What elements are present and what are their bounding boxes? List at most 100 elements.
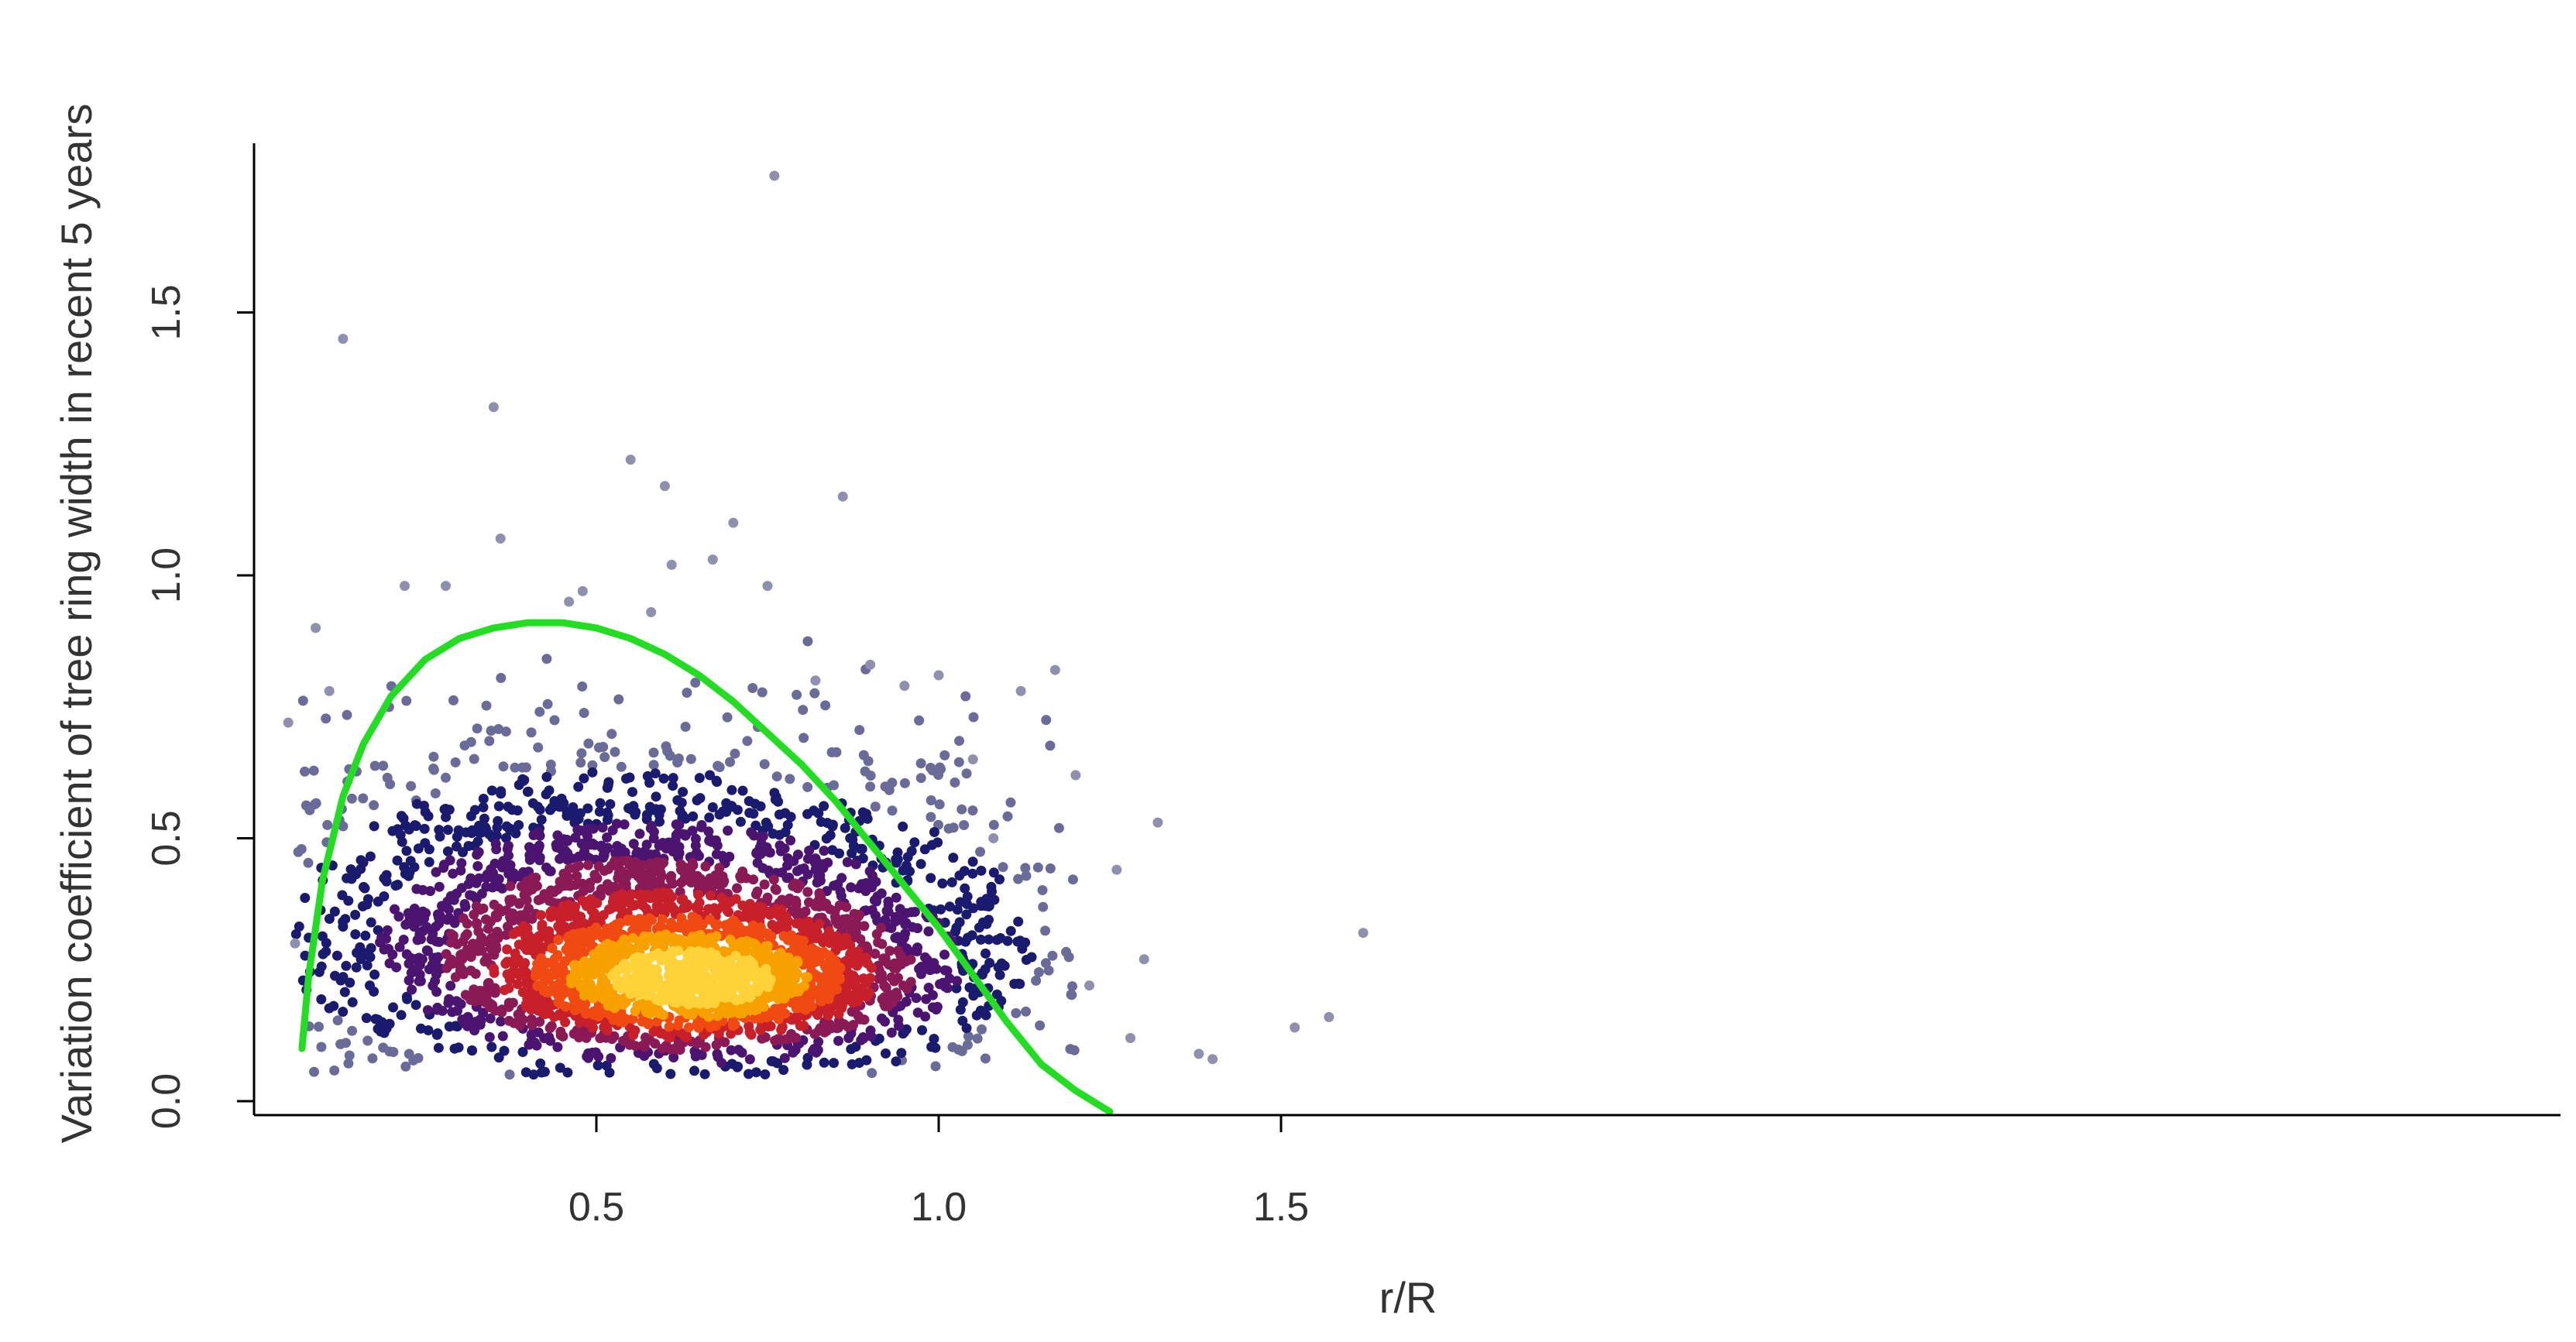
scatter-point (582, 803, 593, 814)
scatter-point (489, 983, 500, 994)
scatter-point (766, 1055, 777, 1066)
scatter-point (361, 1013, 372, 1024)
scatter-point (579, 708, 589, 719)
x-tick-label: 1.0 (911, 1185, 967, 1230)
scatter-point (369, 970, 380, 980)
scatter-point (499, 1045, 510, 1056)
scatter-point (967, 805, 978, 816)
scatter-point (428, 764, 439, 775)
scatter-point (505, 880, 516, 891)
scatter-point (654, 816, 665, 827)
scatter-point (810, 901, 821, 911)
scatter-point (579, 773, 589, 784)
scatter-point (834, 848, 844, 859)
scatter-point (562, 1067, 573, 1078)
scatter-point (819, 801, 829, 812)
scatter-point (865, 1025, 876, 1036)
scatter-point (533, 742, 544, 753)
scatter-point (365, 980, 375, 991)
scatter-point (410, 1000, 421, 1011)
scatter-point (401, 695, 412, 706)
scatter-point (967, 868, 978, 879)
scatter-point (1005, 797, 1016, 808)
scatter-point (448, 894, 459, 905)
scatter-point (994, 970, 1005, 980)
scatter-point (458, 847, 468, 857)
scatter-point (526, 727, 537, 738)
scatter-point (947, 1042, 958, 1052)
scatter-point (934, 799, 945, 810)
scatter-point (404, 975, 414, 986)
scatter-point (434, 831, 445, 842)
scatter-point (341, 960, 352, 971)
scatter-point (513, 780, 524, 791)
scatter-point (647, 876, 658, 887)
scatter-point (316, 994, 327, 1004)
scatter-point (616, 761, 627, 772)
scatter-point (759, 879, 770, 890)
scatter-point (1013, 874, 1024, 884)
scatter-point (802, 636, 813, 647)
scatter-point (393, 880, 403, 890)
scatter-point (422, 946, 433, 956)
scatter-point (576, 748, 587, 759)
scatter-point (820, 700, 831, 711)
scatter-point (991, 989, 1002, 1000)
scatter-point (773, 796, 784, 807)
scatter-point (527, 914, 538, 924)
scatter-point (939, 949, 950, 960)
scatter-point (498, 761, 509, 772)
scatter-point (462, 1011, 473, 1022)
scatter-point (912, 1007, 923, 1018)
scatter-point (1021, 955, 1032, 965)
scatter-point (381, 876, 392, 887)
scatter-point (1053, 822, 1064, 833)
scatter-point (588, 823, 599, 834)
scatter-point (350, 909, 361, 920)
scatter-point (902, 852, 913, 863)
scatter-point (387, 949, 398, 960)
scatter-point (895, 904, 905, 915)
scatter-point (350, 929, 361, 939)
scatter-point (939, 965, 950, 976)
scatter-point (304, 805, 315, 815)
scatter-point (813, 808, 824, 819)
scatter-point (760, 1032, 771, 1042)
scatter-point (513, 898, 524, 909)
scatter-point (601, 1060, 612, 1071)
scatter-point (915, 859, 926, 870)
scatter-point (338, 821, 349, 832)
scatter-point (522, 787, 533, 797)
scatter-point-outlier (810, 675, 821, 686)
scatter-point (432, 1028, 443, 1038)
scatter-point (833, 1035, 843, 1046)
scatter-point (343, 1058, 354, 1069)
scatter-point (597, 822, 608, 833)
scatter-point (977, 1024, 987, 1035)
scatter-point (424, 856, 434, 867)
scatter-point (714, 762, 725, 773)
scatter-point (342, 709, 352, 720)
scatter-point (847, 1059, 857, 1069)
scatter-point (478, 802, 489, 812)
scatter-point (676, 877, 687, 888)
scatter-point (419, 823, 430, 834)
y-axis-ticks: 0.0 0.5 1.0 1.5 (144, 284, 254, 1129)
scatter-point-outlier (290, 938, 301, 949)
scatter-point (773, 1034, 784, 1045)
scatter-point (929, 1034, 939, 1044)
scatter-point (733, 1045, 744, 1055)
scatter-point-outlier (728, 517, 739, 528)
scatter-point (678, 787, 689, 798)
scatter-point (521, 895, 532, 905)
scatter-point (428, 751, 439, 762)
scatter-point (476, 827, 487, 838)
scatter-point (433, 1042, 444, 1053)
scatter-point (759, 759, 770, 770)
scatter-point (946, 877, 957, 887)
scatter-point (338, 922, 349, 932)
scatter-point (385, 779, 396, 790)
scatter-point (541, 789, 551, 800)
scatter-point (732, 805, 743, 815)
